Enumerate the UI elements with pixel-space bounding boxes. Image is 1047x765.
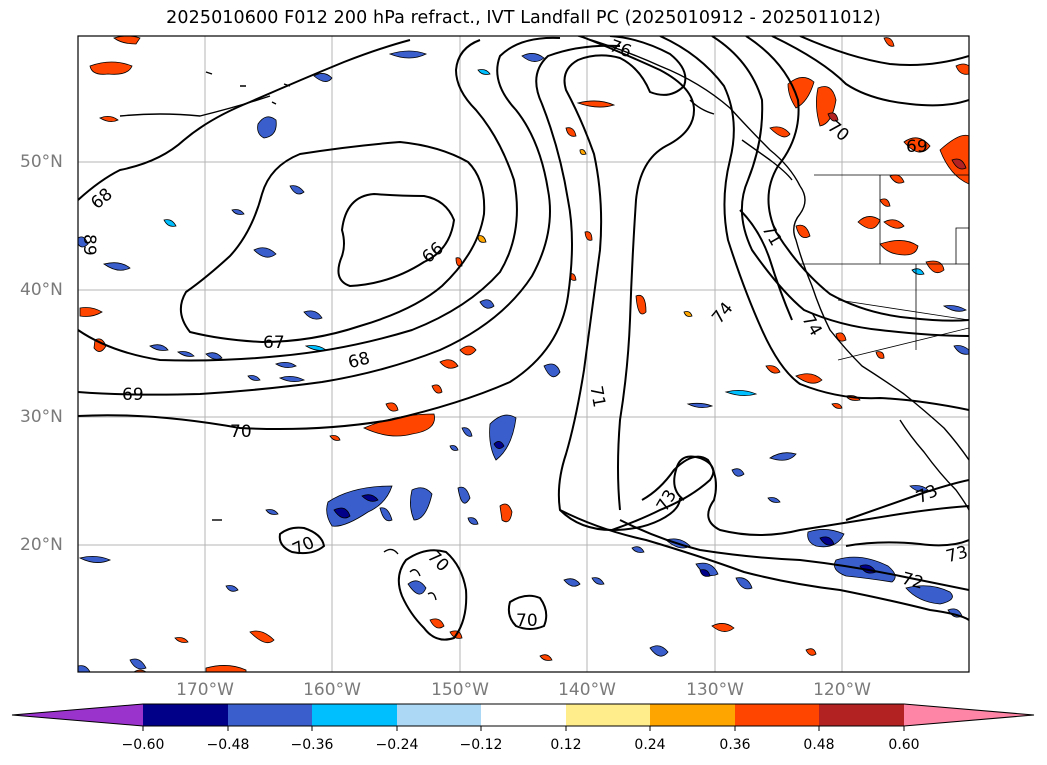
colorbar-tick-label: 0.24 xyxy=(634,737,666,753)
colorbar-tick-label: −0.36 xyxy=(290,737,334,753)
lat-label-50n: 50°N xyxy=(20,152,63,172)
lat-label-20n: 20°N xyxy=(20,535,63,555)
colorbar-tick-label: −0.24 xyxy=(375,737,419,753)
colorbar-tick-label: −0.12 xyxy=(459,737,503,753)
political-boundaries xyxy=(800,174,969,361)
map-frame xyxy=(77,35,970,673)
contour-label: 70 xyxy=(516,611,538,631)
lon-label-160w: 160°W xyxy=(303,680,361,700)
colorbar-segment xyxy=(143,704,228,726)
contour-label: 70 xyxy=(230,422,252,442)
refractivity-contours xyxy=(78,36,969,641)
contour-label: 89 xyxy=(79,234,99,256)
lat-label-30n: 30°N xyxy=(20,407,63,427)
colorbar-segment xyxy=(481,704,566,726)
positive-anomaly-patches xyxy=(79,36,969,672)
lon-label-120w: 120°W xyxy=(813,680,871,700)
colorbar-underflow-extension xyxy=(12,704,143,726)
coastlines xyxy=(119,36,969,601)
colorbar xyxy=(11,703,1035,731)
lon-label-170w: 170°W xyxy=(176,680,234,700)
map-plot-area xyxy=(78,36,969,672)
colorbar-segment xyxy=(312,704,397,726)
lon-label-150w: 150°W xyxy=(431,680,489,700)
colorbar-segment xyxy=(566,704,650,726)
contour-label: 67 xyxy=(263,333,285,353)
colorbar-segment xyxy=(735,704,819,726)
contour-label: 69 xyxy=(906,137,928,157)
contour-label: 71 xyxy=(585,384,608,409)
lon-label-130w: 130°W xyxy=(686,680,744,700)
colorbar-segment xyxy=(228,704,312,726)
colorbar-tick-label: 0.36 xyxy=(719,737,751,753)
lat-label-40n: 40°N xyxy=(20,280,63,300)
contour-label: 69 xyxy=(122,385,144,405)
colorbar-segment xyxy=(650,704,735,726)
colorbar-tick-label: −0.48 xyxy=(206,737,250,753)
colorbar-segment xyxy=(397,704,481,726)
colorbar-tick-label: 0.48 xyxy=(803,737,835,753)
map-title: 2025010600 F012 200 hPa refract., IVT La… xyxy=(166,8,881,28)
colorbar-overflow-extension xyxy=(904,704,1034,726)
colorbar-tick-label: 0.12 xyxy=(550,737,582,753)
lon-label-140w: 140°W xyxy=(558,680,616,700)
colorbar-tick-label: 0.60 xyxy=(888,737,920,753)
colorbar-segment xyxy=(819,704,904,726)
colorbar-tick-label: −0.60 xyxy=(121,737,165,753)
